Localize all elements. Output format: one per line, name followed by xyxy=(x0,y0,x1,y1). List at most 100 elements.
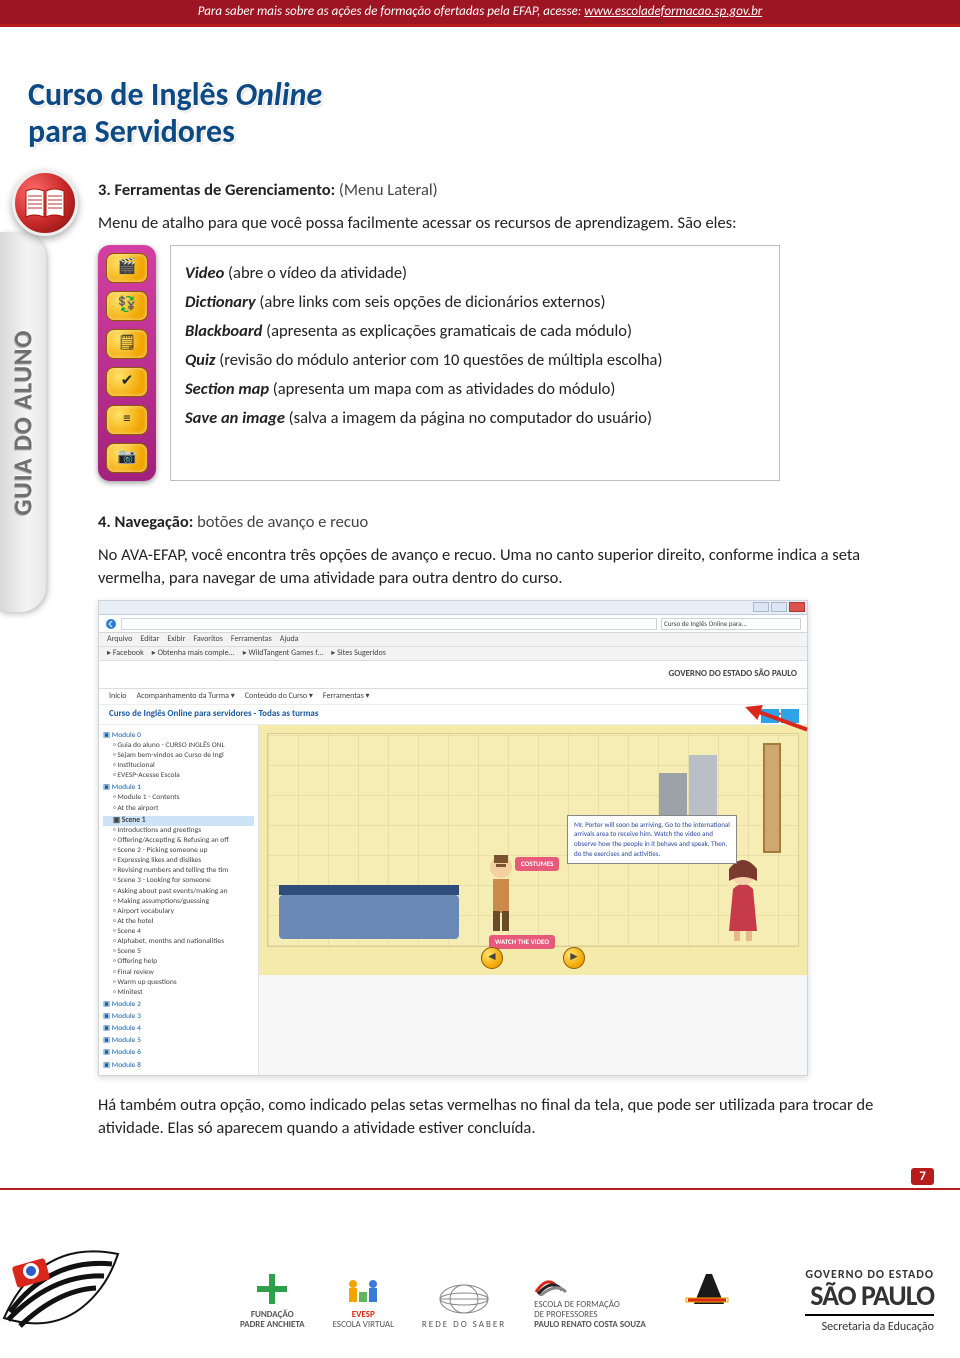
page-footer: 7 FUNDAÇÃO PADRE ANCHIETA EVESP ESCOLA V… xyxy=(0,1188,960,1358)
side-tab: GUIA DO ALUNO xyxy=(0,232,46,612)
tree-group[interactable]: ▣ Scene 1 xyxy=(103,816,254,826)
page-title: Curso de Inglês Online para Servidores xyxy=(28,77,960,151)
tree-item[interactable]: ▫ At the airport xyxy=(103,804,254,814)
menu-item[interactable]: Arquivo xyxy=(107,634,132,645)
tree-item[interactable]: ▫ Scene 3 - Looking for someone xyxy=(103,876,254,886)
portal-nav: Início Acompanhamento da Turma ▾ Conteúdo … xyxy=(99,689,807,705)
speech-bubble: Mr. Porter will soon be arriving. Go to … xyxy=(567,815,737,864)
stage-prev-button[interactable]: ◄ xyxy=(481,947,503,969)
page-title-line2: para Servidores xyxy=(28,112,235,151)
tree-item[interactable]: ▫ At the hotel xyxy=(103,917,254,927)
bookmark-item[interactable]: ▸ Facebook xyxy=(107,648,144,659)
bookmark-item[interactable]: ▸ Sites Sugeridos xyxy=(331,648,386,659)
course-tree[interactable]: ▣ Module 0▫ Guia do aluno - CURSO INGLÊS… xyxy=(99,725,259,1075)
menu-item[interactable]: Ajuda xyxy=(280,634,299,645)
nav-item[interactable]: Acompanhamento da Turma ▾ xyxy=(137,691,235,702)
footer-logos: FUNDAÇÃO PADRE ANCHIETA EVESP ESCOLA VIR… xyxy=(240,1266,646,1330)
tree-item[interactable]: ▫ Offering help xyxy=(103,957,254,967)
lateral-menu-line: Quiz (revisão do módulo anterior com 10 … xyxy=(185,349,765,372)
footer-rule xyxy=(0,1188,960,1190)
page-title-line1b: Online xyxy=(236,75,323,114)
window-titlebar xyxy=(99,601,807,615)
tree-item[interactable]: ▫ Scene 5 xyxy=(103,947,254,957)
sp-bandeirante-icon xyxy=(684,1268,730,1308)
book-badge-icon xyxy=(12,170,78,236)
tree-item[interactable]: ▫ EVESP-Acesse Escola xyxy=(103,771,254,781)
stage-bottom-nav: ◄ ► xyxy=(481,947,585,969)
tree-item[interactable]: ▫ Expressing likes and dislikes xyxy=(103,856,254,866)
browser-address-row: Curso de Inglês Online para... xyxy=(99,615,807,633)
browser-bookmarks: ▸ Facebook ▸ Obtenha mais comple... ▸ Wild… xyxy=(99,647,807,661)
top-banner-text: Para saber mais sobre as ações de formaç… xyxy=(198,4,585,19)
back-icon[interactable] xyxy=(105,618,117,630)
lateral-menu-icon[interactable]: 📷 xyxy=(106,443,148,473)
tree-group[interactable]: ▣ Module 8 xyxy=(103,1061,254,1071)
tree-group[interactable]: ▣ Module 3 xyxy=(103,1012,254,1022)
tree-item[interactable]: ▫ Minitest xyxy=(103,988,254,998)
bookmark-item[interactable]: ▸ Obtenha mais comple... xyxy=(152,648,235,659)
stage-next-button[interactable]: ► xyxy=(563,947,585,969)
lateral-menu-icon[interactable]: ≡ xyxy=(106,405,148,435)
logo-rede: REDE DO SABER xyxy=(422,1282,506,1330)
nav-item[interactable]: Início xyxy=(109,691,127,702)
tree-item[interactable]: ▫ Making assumptions/guessing xyxy=(103,897,254,907)
nav-item[interactable]: Conteúdo do Curso ▾ xyxy=(245,691,313,702)
lateral-menu-line: Save an image (salva a imagem da página … xyxy=(185,407,765,430)
portal-header: GOVERNO DO ESTADO SÃO PAULO xyxy=(99,661,807,689)
tree-item[interactable]: ▫ Sejam bem-vindos ao Curso de Ingl xyxy=(103,751,254,761)
bookmark-item[interactable]: ▸ WildTangent Games f... xyxy=(243,648,324,659)
maximize-button[interactable] xyxy=(771,602,787,612)
browser-url-field[interactable] xyxy=(121,618,657,630)
content-area: 3. Ferramentas de Gerenciamento: (Menu L… xyxy=(98,179,930,1140)
tree-item[interactable]: ▫ Introductions and greetings xyxy=(103,826,254,836)
close-button[interactable] xyxy=(789,602,805,612)
lateral-menu-line: Dictionary (abre links com seis opções d… xyxy=(185,291,765,314)
logo-anchieta: FUNDAÇÃO PADRE ANCHIETA xyxy=(240,1272,305,1330)
lateral-menu-icon[interactable]: 💱 xyxy=(106,291,148,321)
lateral-menu-icon[interactable]: 🗒 xyxy=(106,329,148,359)
tree-item[interactable]: ▫ Scene 4 xyxy=(103,927,254,937)
lateral-menu-descriptions: Video (abre o vídeo da atividade) Diction… xyxy=(170,245,780,481)
tree-item[interactable]: ▫ Scene 2 - Picking someone up xyxy=(103,846,254,856)
ava-screenshot: Curso de Inglês Online para... Arquivo Ed… xyxy=(98,600,808,1076)
tree-group[interactable]: ▣ Module 2 xyxy=(103,1000,254,1010)
tree-group[interactable]: ▣ Module 5 xyxy=(103,1036,254,1046)
tree-item[interactable]: ▫ Institucional xyxy=(103,761,254,771)
menu-item[interactable]: Editar xyxy=(140,634,159,645)
lateral-menu-icon[interactable]: 🎬 xyxy=(106,253,148,283)
section-3-intro: Menu de atalho para que você possa facil… xyxy=(98,212,930,235)
course-stage: COSTUMES WATCH THE VIDEO Mr. Porter will… xyxy=(259,725,807,975)
page-number: 7 xyxy=(911,1168,934,1185)
nav-item[interactable]: Ferramentas ▾ xyxy=(323,691,370,702)
sp-flag-icon xyxy=(0,1228,120,1338)
menu-item[interactable]: Favoritos xyxy=(193,634,223,645)
logo-efap: ESCOLA DE FORMAÇÃO DE PROFESSORES PAULO … xyxy=(534,1266,646,1330)
tree-group[interactable]: ▣ Module 0 xyxy=(103,731,254,741)
lateral-menu-icon[interactable]: ✔ xyxy=(106,367,148,397)
menu-item[interactable]: Ferramentas xyxy=(231,634,272,645)
menu-item[interactable]: Exibir xyxy=(167,634,185,645)
tree-item[interactable]: ▫ Alphabet, months and nationalities xyxy=(103,937,254,947)
tree-group[interactable]: ▣ Module 4 xyxy=(103,1024,254,1034)
lateral-menu-figure: 🎬 💱 🗒 ✔ ≡ 📷 Video (abre o vídeo da atividade)… xyxy=(98,245,930,481)
lateral-menu-line: Video (abre o vídeo da atividade) xyxy=(185,262,765,285)
lateral-menu-line: Section map (apresenta um mapa com as at… xyxy=(185,378,765,401)
tree-item[interactable]: ▫ Airport vocabulary xyxy=(103,907,254,917)
tree-item[interactable]: ▫ Guia do aluno - CURSO INGLÊS ONL xyxy=(103,741,254,751)
stage-tag-costumes: COSTUMES xyxy=(515,857,559,871)
tree-item[interactable]: ▫ Warm up questions xyxy=(103,978,254,988)
browser-menubar: Arquivo Editar Exibir Favoritos Ferramentas A… xyxy=(99,633,807,647)
tree-item[interactable]: ▫ Module 1 - Contents xyxy=(103,793,254,803)
tree-group[interactable]: ▣ Module 6 xyxy=(103,1048,254,1058)
top-banner-link[interactable]: www.escoladeformacao.sp.gov.br xyxy=(584,4,762,19)
tree-item[interactable]: ▫ Revising numbers and telling the tim xyxy=(103,866,254,876)
page-title-line1a: Curso de Inglês xyxy=(28,75,236,114)
tree-item[interactable]: ▫ Asking about past events/making an xyxy=(103,887,254,897)
minimize-button[interactable] xyxy=(753,602,769,612)
browser-tab[interactable]: Curso de Inglês Online para... xyxy=(661,618,801,630)
section-3-head: 3. Ferramentas de Gerenciamento: (Menu L… xyxy=(98,179,930,202)
tree-group[interactable]: ▣ Module 1 xyxy=(103,783,254,793)
section-4-p2: Há também outra opção, como indicado pel… xyxy=(98,1094,930,1140)
tree-item[interactable]: ▫ Final review xyxy=(103,968,254,978)
tree-item[interactable]: ▫ Offering/Accepting & Refusing an off xyxy=(103,836,254,846)
